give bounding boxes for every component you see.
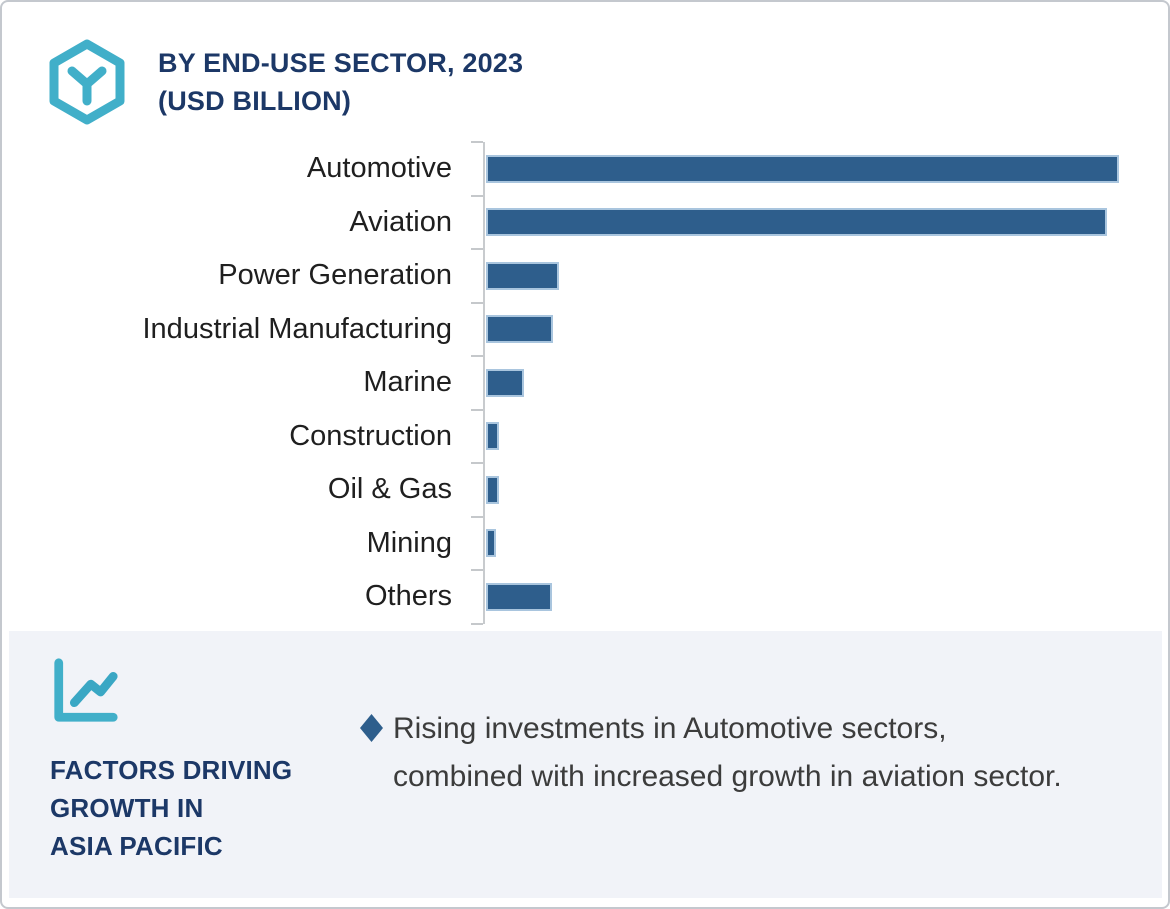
bar-chart: Automotive Aviation Power Generation Indust… xyxy=(2,141,1168,628)
category-label: Mining xyxy=(366,526,452,559)
bar-area xyxy=(486,368,1168,397)
hexagon-cube-icon xyxy=(49,39,125,125)
category-label: Marine xyxy=(363,366,452,399)
category-label: Oil & Gas xyxy=(327,473,452,506)
bar xyxy=(486,208,1107,237)
bar xyxy=(486,422,500,451)
chart-rows: Automotive Aviation Power Generation Indust… xyxy=(2,142,1168,624)
bar xyxy=(486,261,559,290)
chart-title-line1: BY END-USE SECTOR, 2023 xyxy=(158,48,524,78)
bar xyxy=(486,368,524,397)
bullet-item: Rising investments in Automotive sectors… xyxy=(360,705,1072,801)
chart-title-line2: (USD BILLION) xyxy=(158,86,352,116)
axis-tick xyxy=(471,301,483,304)
category-label: Aviation xyxy=(349,205,452,238)
axis-tick xyxy=(471,141,483,143)
axis-tick xyxy=(471,248,483,250)
chart-row: Oil & Gas xyxy=(2,463,1168,517)
chart-row: Marine xyxy=(2,356,1168,410)
bullet-text: Rising investments in Automotive sectors… xyxy=(393,712,1062,793)
bar-area xyxy=(486,154,1168,183)
factors-heading-line2: GROWTH IN xyxy=(50,793,204,823)
chart-header: BY END-USE SECTOR, 2023 (USD BILLION) xyxy=(47,39,523,125)
chart-row: Power Generation xyxy=(2,249,1168,303)
category-label: Power Generation xyxy=(218,259,452,292)
category-label: Automotive xyxy=(306,152,452,185)
axis-tick xyxy=(471,622,483,625)
bar-area xyxy=(486,529,1168,558)
bar-area xyxy=(486,208,1168,237)
bar-area xyxy=(486,582,1168,611)
bar-area xyxy=(486,475,1168,504)
axis-tick xyxy=(471,462,483,464)
bar-area xyxy=(486,422,1168,451)
y-axis-line xyxy=(483,142,485,624)
axis-tick xyxy=(471,194,483,197)
axis-tick xyxy=(471,355,483,357)
chart-row: Industrial Manufacturing xyxy=(2,303,1168,357)
factors-heading-line3: ASIA PACIFIC xyxy=(50,831,223,861)
diamond-bullet-icon xyxy=(360,714,383,742)
line-chart-icon xyxy=(54,658,118,722)
chart-row: Others xyxy=(2,570,1168,624)
chart-row: Automotive xyxy=(2,142,1168,196)
bar xyxy=(486,315,554,344)
category-label: Others xyxy=(364,580,452,613)
bar xyxy=(486,475,499,504)
category-label: Construction xyxy=(289,419,452,452)
chart-title: BY END-USE SECTOR, 2023 (USD BILLION) xyxy=(158,39,523,120)
bar xyxy=(486,529,497,558)
factors-panel: FACTORS DRIVING GROWTH IN ASIA PACIFIC R… xyxy=(9,631,1162,898)
axis-tick xyxy=(471,569,483,571)
chart-row: Mining xyxy=(2,517,1168,571)
factors-heading-line1: FACTORS DRIVING xyxy=(50,755,293,785)
factors-heading: FACTORS DRIVING GROWTH IN ASIA PACIFIC xyxy=(50,751,292,865)
category-label: Industrial Manufacturing xyxy=(142,312,453,345)
axis-tick xyxy=(471,408,483,411)
chart-row: Aviation xyxy=(2,196,1168,250)
bar xyxy=(486,154,1119,183)
bar-area xyxy=(486,261,1168,290)
bar xyxy=(486,582,553,611)
chart-row: Construction xyxy=(2,410,1168,464)
bar-area xyxy=(486,315,1168,344)
axis-tick xyxy=(471,515,483,518)
